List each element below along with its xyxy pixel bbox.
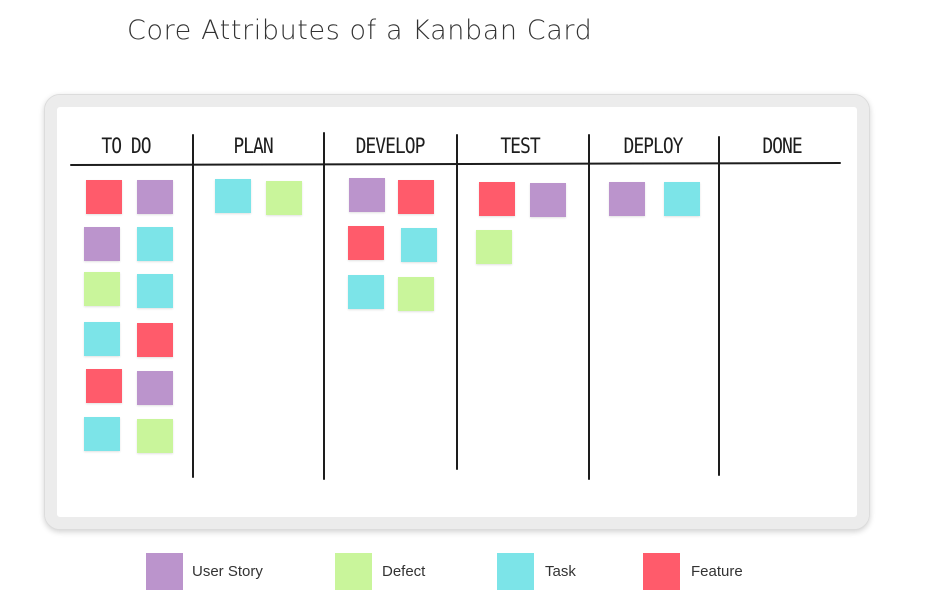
legend-swatch-feature bbox=[643, 553, 680, 590]
kanban-card-task[interactable] bbox=[84, 417, 120, 451]
column-divider bbox=[718, 136, 720, 476]
column-header-done: DONE bbox=[762, 133, 802, 160]
column-header-plan: PLAN bbox=[233, 133, 273, 160]
kanban-card-feature[interactable] bbox=[348, 226, 384, 260]
kanban-card-task[interactable] bbox=[84, 322, 120, 356]
legend-label-task: Task bbox=[545, 563, 576, 580]
column-divider bbox=[323, 132, 325, 480]
kanban-card-task[interactable] bbox=[348, 275, 384, 309]
column-header-to-do: TO DO bbox=[101, 133, 151, 160]
kanban-card-user-story[interactable] bbox=[609, 182, 645, 216]
kanban-card-user-story[interactable] bbox=[349, 178, 385, 212]
kanban-card-feature[interactable] bbox=[479, 182, 515, 216]
kanban-card-feature[interactable] bbox=[137, 323, 173, 357]
kanban-card-user-story[interactable] bbox=[137, 371, 173, 405]
legend-swatch-defect bbox=[335, 553, 372, 590]
kanban-card-task[interactable] bbox=[401, 228, 437, 262]
kanban-card-task[interactable] bbox=[215, 179, 251, 213]
legend-swatch-user-story bbox=[146, 553, 183, 590]
kanban-card-defect[interactable] bbox=[398, 277, 434, 311]
kanban-card-defect[interactable] bbox=[266, 181, 302, 215]
kanban-card-user-story[interactable] bbox=[137, 180, 173, 214]
column-header-deploy: DEPLOY bbox=[623, 133, 683, 160]
column-divider bbox=[192, 134, 194, 478]
legend-label-defect: Defect bbox=[382, 563, 426, 580]
kanban-card-feature[interactable] bbox=[86, 369, 122, 403]
legend-swatch-task bbox=[497, 553, 534, 590]
kanban-card-task[interactable] bbox=[664, 182, 700, 216]
page-title: Core Attributes of a Kanban Card bbox=[127, 15, 593, 46]
legend-label-user-story: User Story bbox=[192, 563, 263, 580]
kanban-card-defect[interactable] bbox=[84, 272, 120, 306]
kanban-card-defect[interactable] bbox=[137, 419, 173, 453]
column-header-develop: DEVELOP bbox=[355, 133, 426, 160]
kanban-card-user-story[interactable] bbox=[530, 183, 566, 217]
kanban-card-feature[interactable] bbox=[398, 180, 434, 214]
legend-label-feature: Feature bbox=[691, 563, 743, 580]
kanban-card-task[interactable] bbox=[137, 227, 173, 261]
column-divider bbox=[588, 134, 590, 480]
column-divider bbox=[456, 134, 458, 470]
kanban-card-feature[interactable] bbox=[86, 180, 122, 214]
column-header-test: TEST bbox=[500, 133, 540, 160]
kanban-card-user-story[interactable] bbox=[84, 227, 120, 261]
kanban-card-task[interactable] bbox=[137, 274, 173, 308]
kanban-card-defect[interactable] bbox=[476, 230, 512, 264]
